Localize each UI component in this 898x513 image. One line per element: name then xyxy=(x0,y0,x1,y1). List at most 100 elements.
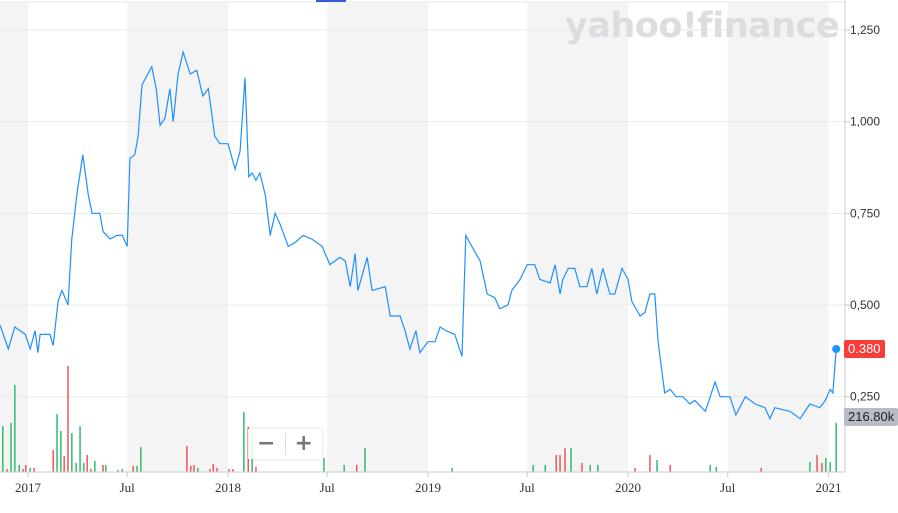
volume-bar xyxy=(90,469,92,472)
volume-bar xyxy=(25,464,27,472)
volume-bar xyxy=(14,384,16,472)
last-price-badge: 0.380 xyxy=(844,340,885,358)
volume-bar xyxy=(544,464,547,472)
shaded-band xyxy=(0,3,28,472)
volume-bar xyxy=(559,455,561,472)
x-tick-label: Jul xyxy=(120,480,136,495)
x-tick-label: Jul xyxy=(720,480,736,495)
volume-bar xyxy=(197,467,199,472)
volume-bar xyxy=(18,464,20,472)
shaded-band xyxy=(127,3,228,472)
volume-bar xyxy=(22,469,24,472)
volume-bar xyxy=(86,455,88,472)
volume-bar xyxy=(555,455,557,472)
volume-bar xyxy=(709,464,711,472)
last-volume-badge: 216.80k xyxy=(844,408,898,426)
volume-bar xyxy=(570,448,572,472)
volume-bar xyxy=(364,448,366,472)
volume-bar xyxy=(323,457,325,472)
x-tick-label: 2019 xyxy=(415,480,441,495)
x-tick-label: 2017 xyxy=(15,480,42,495)
volume-bar xyxy=(105,464,107,472)
volume-bar xyxy=(94,460,96,472)
volume-bar xyxy=(33,467,35,472)
zoom-divider xyxy=(284,433,286,455)
volume-bar xyxy=(597,464,599,472)
volume-bar xyxy=(715,467,717,472)
volume-bar xyxy=(60,431,62,472)
volume-bar xyxy=(243,412,245,472)
shaded-band xyxy=(727,3,829,472)
volume-bar xyxy=(821,462,823,472)
x-tick-label: Jul xyxy=(320,480,336,495)
volume-bar xyxy=(809,462,811,472)
volume-bar xyxy=(669,464,671,472)
zoom-in-button[interactable]: + xyxy=(294,431,313,456)
volume-bar xyxy=(6,469,8,472)
y-tick-label: 1,250 xyxy=(850,23,880,37)
volume-bar xyxy=(228,469,230,472)
volume-bar xyxy=(216,467,218,472)
x-tick-label: 2020 xyxy=(615,480,641,495)
volume-bar xyxy=(189,465,192,472)
y-tick-label: 0,250 xyxy=(850,390,880,404)
volume-bar xyxy=(232,469,234,472)
zoom-out-button[interactable]: − xyxy=(257,431,276,456)
volume-bar xyxy=(343,464,345,472)
volume-bar xyxy=(63,455,65,472)
volume-bar xyxy=(186,445,188,472)
volume-bar xyxy=(140,447,142,472)
yahoo-finance-logo: yahoo!finance xyxy=(565,6,840,46)
volume-bar xyxy=(649,455,651,472)
gridlines xyxy=(0,29,845,398)
volume-bar xyxy=(760,467,762,472)
volume-bar xyxy=(117,469,119,472)
volume-bar xyxy=(102,464,104,472)
volume-bar xyxy=(132,465,134,472)
zoom-controls: − + xyxy=(248,429,322,459)
volume-bar xyxy=(83,462,85,472)
volume-bar xyxy=(255,467,257,472)
volume-bar xyxy=(451,467,453,472)
period-bands xyxy=(0,3,829,472)
volume-bar xyxy=(816,455,818,472)
volume-bar xyxy=(67,365,69,472)
volume-bar xyxy=(634,467,636,472)
x-tick-label: 2018 xyxy=(215,480,241,495)
volume-bar xyxy=(29,467,31,472)
y-tick-label: 1,000 xyxy=(850,115,880,129)
y-tick-label: 0,750 xyxy=(850,206,880,220)
volume-bar xyxy=(121,469,123,472)
volume-bar xyxy=(2,426,4,472)
volume-bar xyxy=(589,464,591,472)
volume-bar xyxy=(209,469,211,472)
volume-bar xyxy=(212,464,214,472)
volume-bar xyxy=(835,422,837,472)
y-axis-ticks: 1,250 1,000 0,750 0,500 0,250 xyxy=(845,23,880,404)
last-price-dot xyxy=(832,345,841,354)
x-axis-ticks: 2017 Jul 2018 Jul 2019 Jul 2020 Jul 2021 xyxy=(15,472,842,495)
volume-bar xyxy=(356,464,358,472)
shaded-band xyxy=(327,3,428,472)
volume-bar xyxy=(71,433,73,472)
volume-bar xyxy=(56,414,58,472)
volume-bar xyxy=(656,460,658,472)
price-line xyxy=(0,49,837,421)
shaded-band xyxy=(527,3,628,472)
volume-bar xyxy=(79,426,81,472)
volume-bar xyxy=(825,457,827,472)
range-indicator xyxy=(316,0,346,2)
volume-bar xyxy=(564,448,566,472)
x-tick-label: Jul xyxy=(520,480,536,495)
volume-bar xyxy=(193,464,195,472)
volume-bar xyxy=(52,450,54,472)
volume-bar xyxy=(10,422,12,472)
volume-bar xyxy=(75,462,77,472)
volume-bar xyxy=(136,465,138,472)
volume-bar xyxy=(532,464,534,472)
volume-bar xyxy=(581,462,583,472)
x-tick-label: 2021 xyxy=(816,480,842,495)
y-tick-label: 0,500 xyxy=(850,298,880,312)
volume-bar xyxy=(829,462,831,472)
